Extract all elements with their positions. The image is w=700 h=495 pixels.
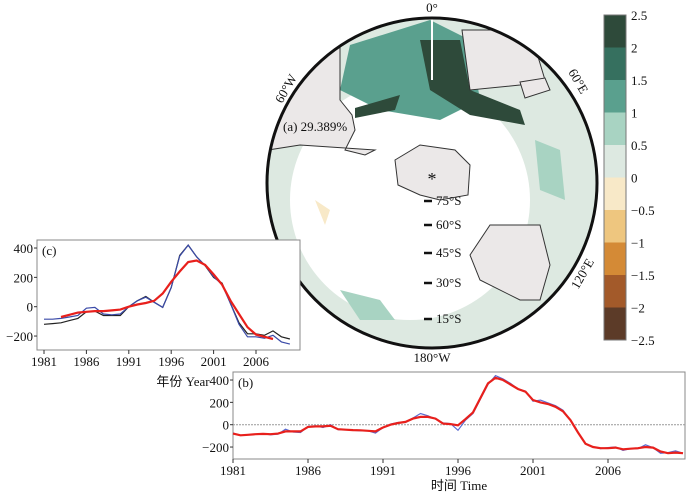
y-tick-label: 200 <box>14 270 34 285</box>
landmass <box>469 224 551 301</box>
y-tick-label: −200 <box>6 329 33 344</box>
plot-frame <box>232 371 686 460</box>
anomaly-patch <box>355 95 400 118</box>
chart-c: 1981 1986 1991 1996 2001 2006 400 200 0 −200 (c) 年份… <box>6 239 301 389</box>
series-line-red <box>60 259 274 341</box>
colorbar-segment <box>604 177 626 210</box>
colorbar-tick-label: −1.5 <box>631 268 655 283</box>
colorbar-segment <box>604 242 626 275</box>
colorbar-segment <box>604 47 626 80</box>
colorbar-tick-label: −2 <box>631 301 645 316</box>
x-tick-label: 1981 <box>220 463 246 478</box>
colorbar-tick-label: 0 <box>631 171 638 186</box>
colorbar-segment <box>604 15 626 48</box>
colorbar-tick-label: −1 <box>631 236 645 251</box>
landmass <box>394 144 471 201</box>
panel-label: (c) <box>42 243 56 258</box>
series-line-blue <box>44 244 291 345</box>
map-border <box>265 16 599 350</box>
colorbar-tick-label: 0.5 <box>631 138 647 153</box>
y-tick-label: −200 <box>202 440 229 455</box>
south-pole-star-icon: * <box>428 169 437 189</box>
colorbar-tick-label: −0.5 <box>631 203 655 218</box>
x-tick-label: 1996 <box>445 463 472 478</box>
x-tick-label: 2001 <box>520 463 546 478</box>
lon-label-180w: 180°W <box>414 350 452 365</box>
y-tick-label: 200 <box>210 395 230 410</box>
anomaly-patch <box>315 200 330 225</box>
colorbar-tick-label: −2.5 <box>631 333 655 348</box>
colorbar-tick-label: 2.5 <box>631 8 647 23</box>
x-tick-label: 2006 <box>595 463 622 478</box>
x-tick-label: 1986 <box>295 463 322 478</box>
colorbar-segment <box>604 145 626 178</box>
x-tick-label: 1981 <box>31 354 57 369</box>
y-tick-label: 0 <box>27 300 34 315</box>
lat-label: 75°S <box>436 193 461 208</box>
anomaly-patch <box>535 140 565 200</box>
x-tick-label: 1991 <box>370 463 396 478</box>
chart-b: 1981 1986 1991 1996 2001 2006 400 200 0 −200 (b) 时间… <box>202 371 686 493</box>
colorbar-segment <box>604 112 626 145</box>
anomaly-patch <box>340 290 395 320</box>
anomaly-patch <box>420 40 525 125</box>
y-tick-label: 400 <box>14 241 34 256</box>
colorbar-segment <box>604 307 626 340</box>
map-panel-label: (a) 29.389% <box>283 119 347 134</box>
colorbar-tick-label: 2 <box>631 41 638 56</box>
landmass <box>519 77 551 99</box>
series-line-red <box>232 376 684 455</box>
x-tick-label: 1996 <box>158 354 185 369</box>
lat-label: 15°S <box>436 311 461 326</box>
x-tick-label: 1986 <box>73 354 100 369</box>
lon-label-0: 0° <box>426 0 438 15</box>
x-tick-label: 2001 <box>201 354 227 369</box>
colorbar-tick-label: 1.5 <box>631 73 647 88</box>
colorbar: 2.5 2 1.5 1 0.5 0 −0.5 −1 −1.5 −2 −2.5 <box>603 8 655 348</box>
y-tick-label: 400 <box>210 373 230 388</box>
x-axis-label: 年份 Year <box>156 374 210 389</box>
x-axis-label: 时间 Time <box>431 478 487 493</box>
panel-label: (b) <box>238 375 253 390</box>
x-tick-label: 2006 <box>243 354 270 369</box>
lat-label: 45°S <box>436 245 461 260</box>
colorbar-tick-label: 1 <box>631 106 638 121</box>
colorbar-segment <box>604 275 626 308</box>
colorbar-frame <box>603 14 627 341</box>
colorbar-segment <box>604 210 626 243</box>
colorbar-segment <box>604 80 626 113</box>
lat-label: 60°S <box>436 217 461 232</box>
y-tick-label: 0 <box>223 418 230 433</box>
polar-map: 0° 60°E 120°E 180°W 60°W (a) 29.389% 75°… <box>265 0 599 365</box>
x-tick-label: 1991 <box>116 354 142 369</box>
lat-label: 30°S <box>436 275 461 290</box>
